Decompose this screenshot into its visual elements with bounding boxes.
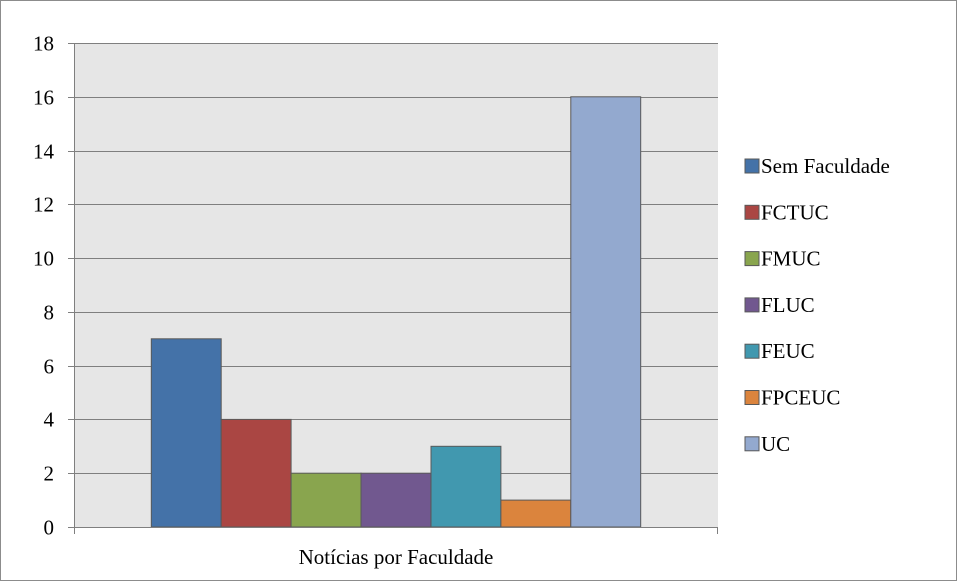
y-tick-label: 2 <box>44 462 55 486</box>
legend-label: FEUC <box>761 339 815 363</box>
legend-swatch <box>744 158 760 174</box>
bar-uc <box>570 96 642 528</box>
legend: Sem Faculdade FCTUC FMUC FLUC FEUC FPCEUC UC <box>744 154 890 456</box>
axes <box>68 43 718 528</box>
y-tick-label: 6 <box>44 355 55 379</box>
legend-swatch <box>744 251 760 267</box>
y-tick-label: 8 <box>44 301 55 325</box>
y-tick-label: 16 <box>33 86 54 110</box>
legend-label: FMUC <box>761 247 821 271</box>
legend-label: FPCEUC <box>761 386 840 410</box>
bar-sem-faculdade <box>150 338 222 528</box>
legend-swatch <box>744 390 760 405</box>
legend-swatch <box>744 297 760 313</box>
legend-label: UC <box>761 432 790 456</box>
legend-label: FCTUC <box>761 200 829 224</box>
legend-swatch <box>744 204 760 220</box>
legend-swatch <box>744 343 760 359</box>
bar-fctuc <box>220 418 292 528</box>
x-axis-ticks: Notícias por Faculdade <box>74 527 718 569</box>
y-tick-label: 18 <box>33 32 54 56</box>
y-tick-label: 0 <box>44 516 55 540</box>
bar-fluc <box>360 472 432 528</box>
y-tick-label: 14 <box>33 140 55 164</box>
y-tick-label: 4 <box>44 408 55 432</box>
y-axis-ticks: 0 2 4 6 8 10 12 14 16 18 <box>33 32 74 540</box>
legend-label: FLUC <box>761 293 815 317</box>
y-tick-label: 12 <box>33 193 54 217</box>
y-tick-label: 10 <box>33 247 54 271</box>
bar-fpceuc <box>500 499 572 528</box>
bar-fmuc <box>290 472 362 528</box>
bars <box>150 96 642 528</box>
legend-label: Sem Faculdade <box>761 154 890 178</box>
legend-swatch <box>744 436 760 452</box>
bar-feuc <box>430 445 502 528</box>
x-tick-label: Notícias por Faculdade <box>299 545 494 569</box>
